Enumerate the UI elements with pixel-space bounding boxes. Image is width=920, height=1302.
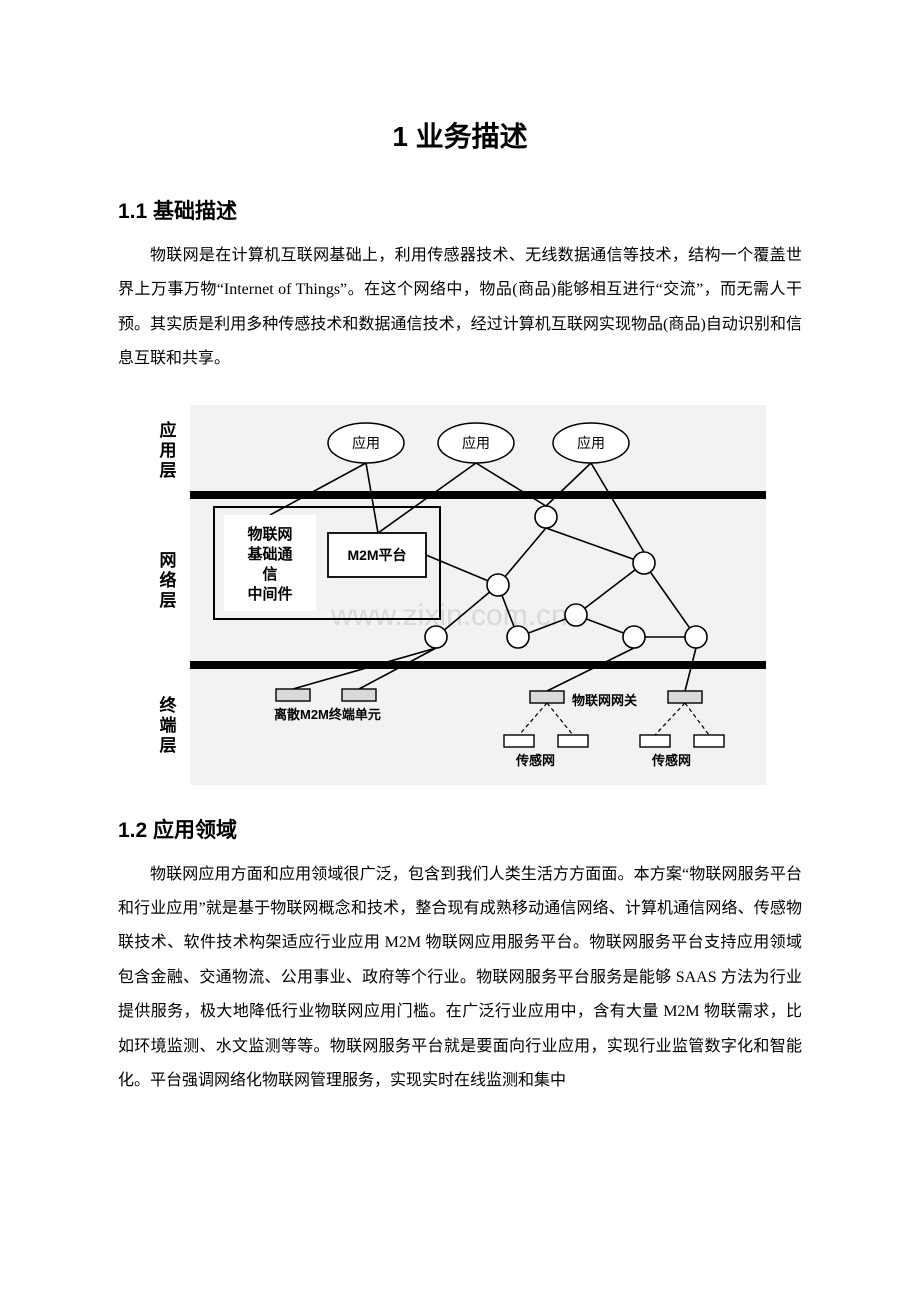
- architecture-diagram: 应用层网络层终端层www.zixin.com.cn应用应用应用物联网基础通信中间…: [146, 405, 802, 790]
- document-page: 1 业务描述 1.1 基础描述 物联网是在计算机互联网基础上，利用传感器技术、无…: [0, 0, 920, 1166]
- svg-text:物联网网关: 物联网网关: [572, 693, 637, 708]
- section-2-para-1: 物联网应用方面和应用领域很广泛，包含到我们人类生活方方面面。本方案“物联网服务平…: [118, 858, 802, 1099]
- svg-text:信: 信: [262, 565, 277, 583]
- svg-text:应: 应: [160, 420, 177, 440]
- svg-text:传感网: 传感网: [651, 753, 691, 768]
- svg-text:用: 用: [160, 441, 177, 460]
- svg-text:基础通: 基础通: [246, 545, 292, 563]
- svg-text:终: 终: [160, 695, 178, 715]
- svg-text:层: 层: [160, 591, 177, 610]
- svg-text:物联网: 物联网: [247, 525, 292, 543]
- svg-text:应用: 应用: [577, 435, 605, 452]
- svg-text:端: 端: [160, 715, 177, 735]
- svg-text:应用: 应用: [462, 435, 490, 452]
- svg-text:层: 层: [160, 736, 177, 755]
- diagram-svg: 应用层网络层终端层www.zixin.com.cn应用应用应用物联网基础通信中间…: [146, 405, 766, 785]
- svg-text:传感网: 传感网: [515, 753, 555, 768]
- svg-text:中间件: 中间件: [247, 585, 292, 603]
- svg-text:网: 网: [160, 551, 177, 570]
- section-2-title: 1.2 应用领域: [118, 814, 802, 844]
- svg-text:络: 络: [160, 570, 177, 590]
- svg-text:M2M平台: M2M平台: [347, 547, 406, 563]
- svg-text:离散M2M终端单元: 离散M2M终端单元: [274, 707, 381, 722]
- svg-text:层: 层: [160, 461, 177, 480]
- section-1-title: 1.1 基础描述: [118, 195, 802, 225]
- section-1-para-1: 物联网是在计算机互联网基础上，利用传感器技术、无线数据通信等技术，结构一个覆盖世…: [118, 239, 802, 377]
- heading-1: 1 业务描述: [118, 115, 802, 155]
- svg-text:应用: 应用: [352, 435, 380, 452]
